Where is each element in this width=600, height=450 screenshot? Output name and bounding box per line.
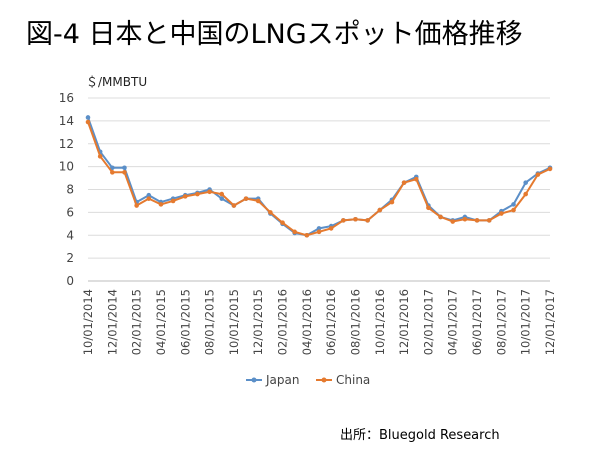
x-tick-label: 02/01/2015 xyxy=(130,289,144,355)
data-series xyxy=(85,115,553,238)
x-axis-ticks: 10/01/2014 12/01/2014 02/01/2015 04/01/2015… xyxy=(81,289,557,355)
data-point-china xyxy=(280,220,285,225)
x-tick-label: 06/01/2017 xyxy=(470,289,484,355)
data-point-china xyxy=(389,199,395,205)
series-line-japan xyxy=(87,117,551,237)
x-tick-label: 08/01/2015 xyxy=(203,289,217,355)
data-point-china xyxy=(316,229,322,235)
x-tick-label: 12/01/2015 xyxy=(251,289,265,355)
y-tick-label: 14 xyxy=(59,114,74,128)
data-point-japan xyxy=(511,202,516,207)
data-point-china xyxy=(450,219,456,224)
x-tick-label: 06/01/2016 xyxy=(324,289,338,355)
y-tick-label: 16 xyxy=(59,91,74,105)
data-point-china xyxy=(511,207,516,213)
y-axis-unit-label: ＄/MMBTU xyxy=(86,75,147,89)
data-point-japan xyxy=(219,196,225,201)
y-tick-label: 0 xyxy=(66,274,74,288)
data-point-china xyxy=(547,166,553,172)
series-japan xyxy=(85,115,553,238)
x-tick-label: 12/01/2014 xyxy=(105,289,119,355)
data-point-japan xyxy=(523,180,528,185)
x-tick-label: 10/01/2016 xyxy=(373,289,387,355)
data-point-china xyxy=(304,232,310,238)
y-tick-label: 4 xyxy=(66,228,74,242)
data-point-china xyxy=(499,211,504,216)
legend: Japan China xyxy=(246,373,370,387)
data-point-china xyxy=(207,189,212,195)
data-point-china xyxy=(219,191,225,197)
x-tick-label: 04/01/2016 xyxy=(300,289,314,355)
data-point-china xyxy=(413,176,419,182)
x-tick-label: 08/01/2017 xyxy=(494,289,508,355)
data-point-china xyxy=(158,202,164,207)
data-point-china xyxy=(535,172,541,177)
y-tick-label: 2 xyxy=(66,251,74,265)
y-axis-ticks: 0 2 4 6 8 10 12 14 16 xyxy=(59,91,74,288)
data-point-japan xyxy=(316,226,322,231)
series-china xyxy=(85,119,553,238)
data-point-china xyxy=(182,194,188,199)
data-point-china xyxy=(401,180,407,185)
x-tick-label: 10/01/2015 xyxy=(227,289,241,355)
data-point-china xyxy=(110,170,115,175)
legend-item-japan: Japan xyxy=(246,373,299,387)
y-tick-label: 8 xyxy=(66,183,74,197)
chart-title: 図-4 日本と中国のLNGスポット価格推移 xyxy=(26,19,523,50)
data-point-china xyxy=(474,218,480,223)
x-tick-label: 02/01/2017 xyxy=(421,289,435,355)
x-tick-label: 12/01/2017 xyxy=(543,289,557,355)
data-point-china xyxy=(438,214,443,220)
data-point-china xyxy=(341,218,346,223)
x-tick-label: 04/01/2017 xyxy=(446,289,460,355)
legend-marker xyxy=(251,377,257,383)
series-line-china xyxy=(87,121,551,237)
x-tick-label: 06/01/2015 xyxy=(178,289,192,355)
data-point-japan xyxy=(85,115,91,120)
x-tick-label: 12/01/2016 xyxy=(397,289,411,355)
data-point-japan xyxy=(122,165,127,171)
data-point-china xyxy=(85,119,91,125)
x-tick-label: 10/01/2017 xyxy=(519,289,533,355)
data-point-japan xyxy=(146,192,152,198)
data-point-japan xyxy=(110,165,115,171)
data-point-china xyxy=(292,229,297,235)
source-note: 出所：Bluegold Research xyxy=(340,428,500,443)
data-point-china xyxy=(134,203,139,208)
data-point-china xyxy=(353,216,358,222)
legend-label: China xyxy=(336,373,370,387)
data-point-china xyxy=(170,198,176,204)
data-point-china xyxy=(255,198,261,204)
data-point-china xyxy=(328,226,334,231)
y-tick-label: 6 xyxy=(66,205,74,219)
y-tick-label: 10 xyxy=(59,160,74,174)
data-point-china xyxy=(195,191,200,197)
data-point-china xyxy=(122,170,127,175)
y-tick-label: 12 xyxy=(59,137,74,151)
x-tick-label: 10/01/2014 xyxy=(81,289,95,355)
x-tick-label: 04/01/2015 xyxy=(154,289,168,355)
legend-label: Japan xyxy=(265,373,299,387)
legend-marker xyxy=(321,377,327,383)
x-tick-label: 02/01/2016 xyxy=(276,289,290,355)
gridlines xyxy=(88,97,550,282)
data-point-china xyxy=(486,218,492,223)
data-point-china xyxy=(426,205,431,211)
data-point-china xyxy=(243,196,249,201)
data-point-china xyxy=(462,216,468,222)
data-point-china xyxy=(146,196,152,201)
legend-item-china: China xyxy=(316,373,370,387)
data-point-china xyxy=(377,207,383,213)
data-point-china xyxy=(231,203,237,208)
data-point-china xyxy=(97,154,103,159)
data-point-china xyxy=(365,218,370,223)
data-point-china xyxy=(268,210,273,215)
data-point-china xyxy=(523,191,528,197)
x-tick-label: 08/01/2016 xyxy=(348,289,362,355)
